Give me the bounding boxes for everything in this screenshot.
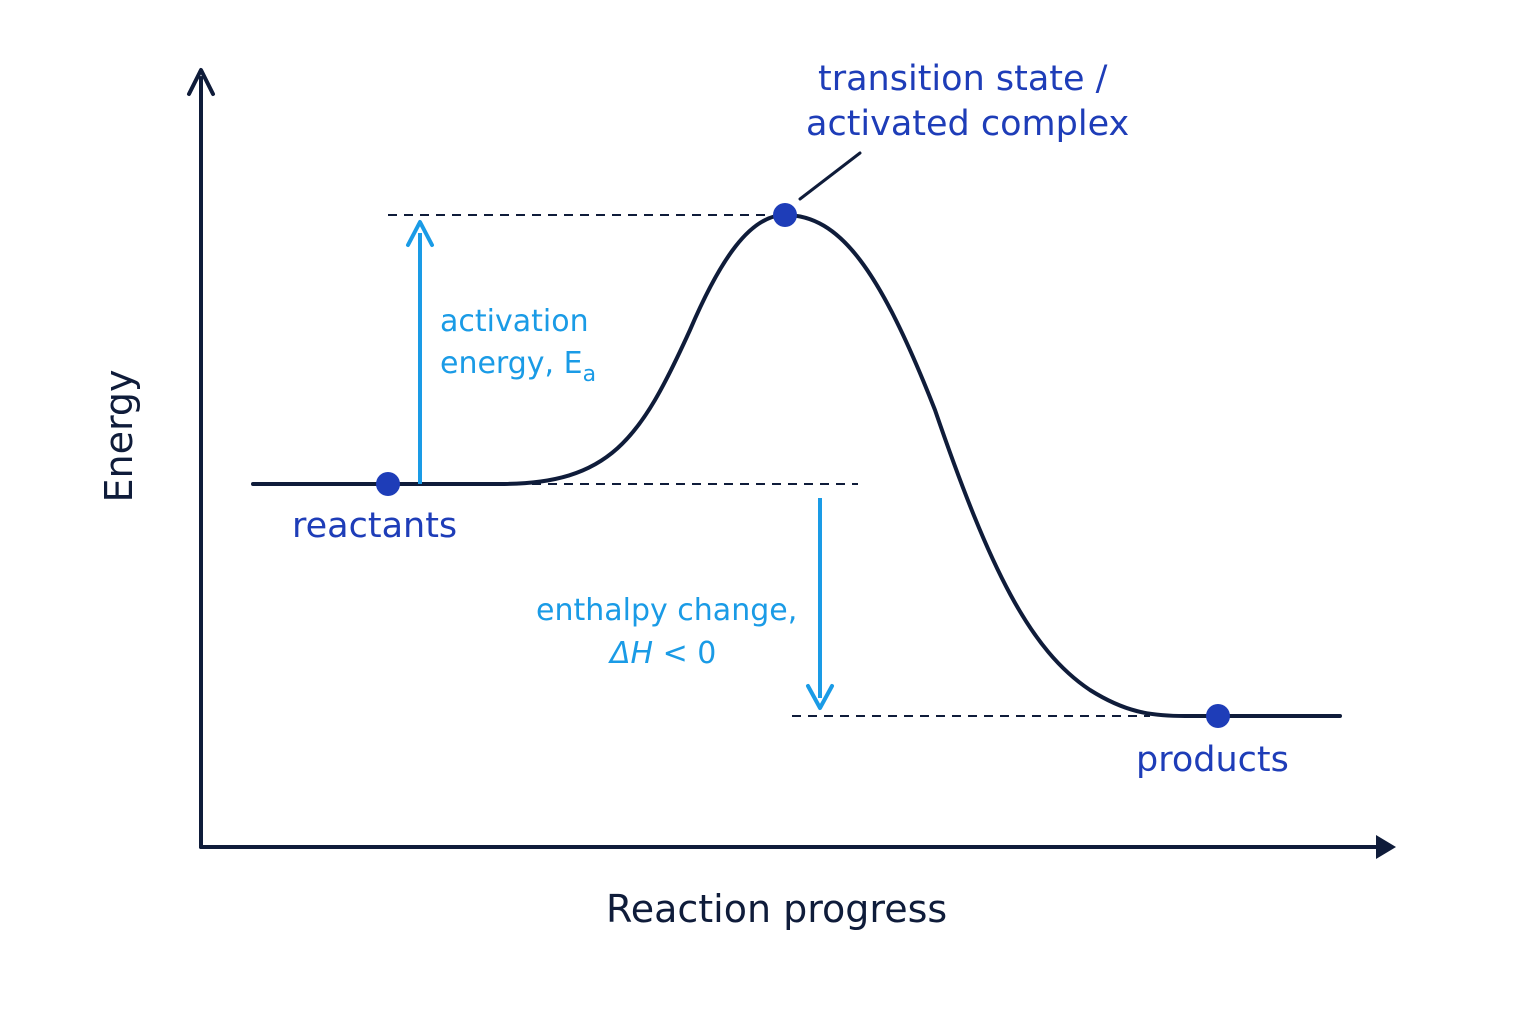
y-axis-arrowhead: [187, 68, 215, 96]
enthalpy-change-label-line1: enthalpy change,: [536, 593, 798, 628]
energy-curve: [251, 213, 1342, 718]
enthalpy-change-label-line2: ΔH < 0: [610, 636, 717, 672]
transition-state-leader-line: [798, 151, 862, 201]
transition-state-point: [773, 203, 797, 227]
activation-energy-label-text: energy, E: [440, 346, 583, 381]
reactants-point: [376, 472, 400, 496]
enthalpy-change-arrowhead: [806, 684, 834, 710]
enthalpy-symbol: ΔH: [610, 636, 654, 671]
transition-state-label-line1: transition state /: [818, 59, 1108, 99]
transition-state-label-line2: activated complex: [806, 104, 1130, 144]
reactants-label: reactants: [292, 506, 458, 546]
products-label: products: [1136, 740, 1289, 780]
enthalpy-inequality: < 0: [653, 636, 717, 671]
activation-energy-arrowhead: [406, 220, 434, 247]
products-point: [1206, 704, 1230, 728]
x-axis-label: Reaction progress: [606, 887, 948, 931]
x-axis-arrowhead: [1376, 835, 1396, 859]
y-axis-label: Energy: [97, 369, 142, 503]
activation-energy-subscript: a: [582, 362, 597, 387]
activation-energy-label-line1: activation: [440, 304, 589, 339]
activation-energy-label-line2: energy, Ea: [440, 346, 597, 387]
